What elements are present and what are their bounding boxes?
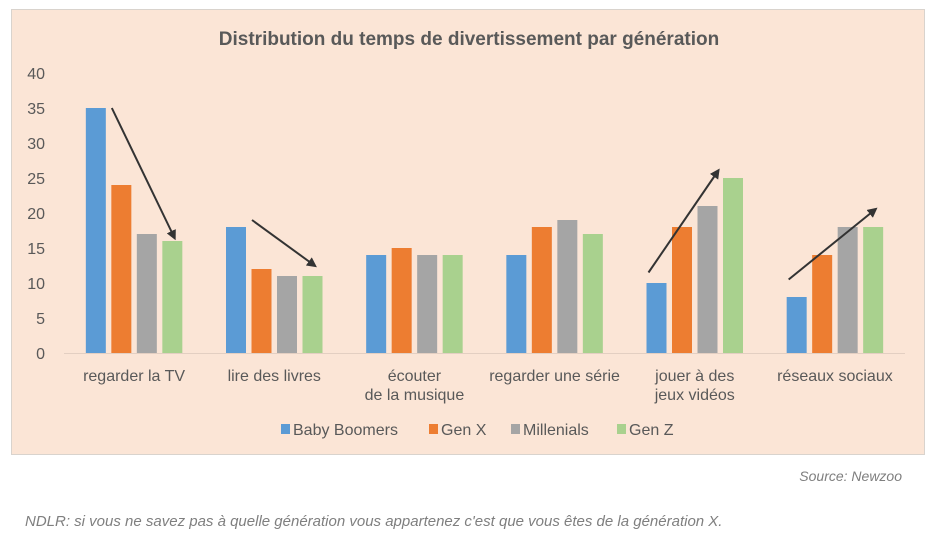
legend-swatch xyxy=(511,424,520,434)
bar-gen-z xyxy=(442,255,463,353)
x-axis-labels: regarder la TV lire des livres écouter de l… xyxy=(83,368,893,404)
bar-gen-x xyxy=(251,269,272,353)
trend-arrows xyxy=(110,107,878,281)
x-tick-label: regarder une série xyxy=(489,368,620,385)
trend-arrow-down xyxy=(251,219,317,268)
bar-baby-boomers xyxy=(85,108,106,353)
chart-container: Distribution du temps de divertissement … xyxy=(11,9,925,455)
y-tick-label: 25 xyxy=(27,171,45,188)
bar-millenials xyxy=(277,276,297,353)
y-tick-label: 15 xyxy=(27,241,45,258)
bar-gen-z xyxy=(723,178,743,353)
chart-title: Distribution du temps de divertissement … xyxy=(219,29,719,50)
bar-gen-x xyxy=(531,227,552,353)
legend-label: Millenials xyxy=(523,422,589,439)
bar-gen-z xyxy=(582,234,603,353)
y-tick-label: 20 xyxy=(27,206,45,223)
bar-millenials xyxy=(417,255,438,353)
x-tick-label: regarder la TV xyxy=(83,368,185,385)
y-tick-label: 40 xyxy=(27,66,45,83)
bar-baby-boomers xyxy=(786,297,807,353)
trend-arrow-up xyxy=(788,207,878,281)
y-tick-label: 35 xyxy=(27,101,45,118)
legend-swatch xyxy=(281,424,290,434)
bar-gen-x xyxy=(812,255,833,353)
bar-gen-z xyxy=(863,227,884,353)
trend-arrow-down xyxy=(110,107,176,241)
x-tick-label: lire des livres xyxy=(228,368,321,385)
y-tick-label: 10 xyxy=(27,276,45,293)
bar-millenials xyxy=(557,220,578,353)
x-tick-label: jouer à des jeux vidéos xyxy=(654,368,735,404)
source-caption: Source: Newzoo xyxy=(799,468,902,484)
chart-svg: Distribution du temps de divertissement … xyxy=(27,29,905,439)
bars xyxy=(85,108,884,353)
bar-baby-boomers xyxy=(226,227,246,353)
bar-gen-x xyxy=(391,248,412,353)
legend: Baby Boomers Gen X Millenials Gen Z xyxy=(281,422,674,439)
legend-label: Gen Z xyxy=(629,422,674,439)
bar-baby-boomers xyxy=(506,255,527,353)
bar-gen-z xyxy=(302,276,323,353)
y-tick-label: 5 xyxy=(36,311,45,328)
y-tick-label: 30 xyxy=(27,136,45,153)
x-tick-label: réseaux sociaux xyxy=(777,368,893,385)
legend-swatch xyxy=(429,424,438,434)
y-tick-label: 0 xyxy=(36,346,45,363)
y-axis: 0 5 10 15 20 25 30 35 40 xyxy=(27,66,45,363)
x-tick-label: écouter de la musique xyxy=(365,368,465,404)
legend-swatch xyxy=(617,424,626,434)
editor-note: NDLR: si vous ne savez pas à quelle géné… xyxy=(25,513,723,530)
legend-label: Baby Boomers xyxy=(293,422,398,439)
bar-millenials xyxy=(697,206,718,353)
bar-gen-z xyxy=(162,241,183,353)
bar-gen-x xyxy=(672,227,692,353)
bar-baby-boomers xyxy=(646,283,667,353)
legend-label: Gen X xyxy=(441,422,487,439)
bar-millenials xyxy=(136,234,157,353)
bar-gen-x xyxy=(111,185,132,353)
bar-millenials xyxy=(837,227,858,353)
bar-baby-boomers xyxy=(366,255,387,353)
trend-arrow-up xyxy=(647,168,720,274)
